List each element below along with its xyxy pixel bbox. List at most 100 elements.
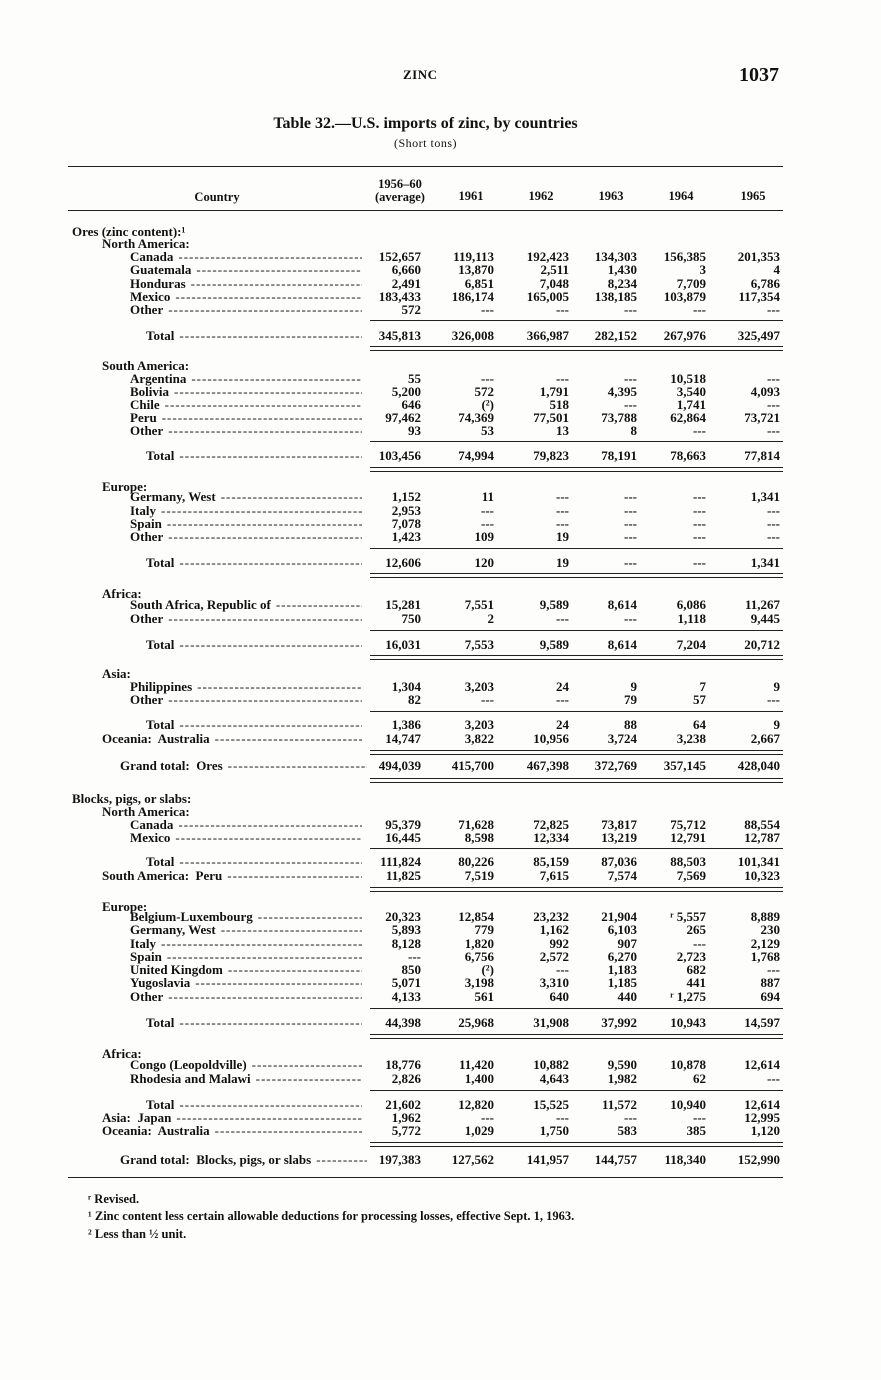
row-label: Other (130, 612, 164, 626)
row-label-cell: Europe: (102, 480, 502, 494)
double-rule (370, 655, 783, 656)
row-label: Total (146, 1098, 175, 1112)
value-cell: --- (556, 371, 569, 386)
value-cell: --- (693, 516, 706, 531)
value-cell: 192,423 (526, 249, 569, 264)
value-cell: 74,994 (458, 448, 494, 463)
value-cell: 183,433 (378, 289, 421, 304)
row-label: Yugoslavia (130, 976, 191, 990)
value-cell: --- (556, 962, 569, 977)
bottom-rule (68, 1177, 783, 1178)
value-cell: 682 (686, 962, 707, 977)
section-heading-row: Europe: (0, 900, 881, 914)
dot-leader: ----------------------------------------… (179, 329, 362, 343)
value-cell: 9,589 (539, 597, 569, 612)
value-cell: 8,234 (607, 276, 637, 291)
section-heading-row: Ores (zinc content):¹ (0, 225, 881, 239)
row-label-cell: Canada ----------------------------------… (130, 250, 362, 264)
column-header-year: 1963 (598, 189, 624, 203)
value-cell: 11,420 (458, 1057, 494, 1072)
row-label: North America: (102, 805, 190, 819)
value-cell: 415,700 (451, 758, 494, 773)
value-cell: 117,354 (738, 289, 780, 304)
value-cell: 428,040 (737, 758, 780, 773)
column-header-average-line2: (average) (375, 190, 425, 204)
total-row: Total-----------------------------------… (0, 556, 881, 570)
value-cell: --- (767, 692, 780, 707)
value-cell: 1,423 (391, 529, 421, 544)
table-row: Oceania: Australia ----------------------… (0, 1124, 881, 1138)
value-cell: 7 (699, 679, 707, 694)
row-label-cell: Rhodesia and Malawi ---------------------… (130, 1072, 362, 1086)
value-cell: 518 (549, 397, 570, 412)
row-label: Italy (130, 937, 156, 951)
value-cell: 9,589 (539, 637, 569, 652)
value-cell: 9,590 (607, 1057, 637, 1072)
value-cell: 1,982 (607, 1071, 637, 1086)
row-label: Oceania: Australia (102, 732, 210, 746)
value-cell: 62,864 (670, 410, 706, 425)
value-cell: --- (767, 1071, 780, 1086)
value-cell: 1,120 (750, 1123, 780, 1138)
value-cell: 10,518 (670, 371, 706, 386)
value-cell: 19 (556, 529, 569, 544)
row-label: Other (130, 424, 164, 438)
value-cell: 2,491 (391, 276, 421, 291)
double-rule (370, 350, 783, 351)
row-label-cell: Yugoslavia ------------------------------… (130, 976, 362, 990)
section-heading-row: Blocks, pigs, or slabs: (0, 792, 881, 806)
value-cell: 87,036 (601, 854, 637, 869)
dot-leader: ----------------------------------------… (195, 976, 362, 990)
value-cell: 88,554 (744, 817, 780, 832)
row-label-cell: Asia: Japan -----------------------------… (102, 1111, 362, 1125)
dot-leader: ----------------------------------------… (166, 950, 362, 964)
column-header-year: 1965 (740, 189, 766, 203)
value-cell: --- (556, 692, 569, 707)
row-label: Honduras (130, 277, 186, 291)
double-rule (370, 1142, 783, 1143)
row-label: Bolivia (130, 385, 170, 399)
value-cell: 15,525 (533, 1097, 569, 1112)
dot-leader: ----------------------------------------… (251, 1058, 362, 1072)
row-label: Europe: (102, 480, 148, 494)
value-cell: 78,663 (670, 448, 706, 463)
value-cell: 1,750 (539, 1123, 569, 1138)
row-label: Canada (130, 818, 174, 832)
value-cell: 2,826 (391, 1071, 421, 1086)
dot-leader: ----------------------------------------… (176, 1111, 362, 1125)
table-row: Other -----------------------------------… (0, 530, 881, 544)
value-cell: --- (556, 516, 569, 531)
row-label-cell: Honduras --------------------------------… (130, 277, 362, 291)
value-cell: 1,791 (539, 384, 569, 399)
value-cell: 13,219 (601, 830, 637, 845)
row-label-cell: United Kingdom --------------------------… (130, 963, 362, 977)
row-label: Other (130, 693, 164, 707)
value-cell: 119,113 (453, 249, 494, 264)
value-cell: 6,086 (676, 597, 706, 612)
row-label-cell: Italy -----------------------------------… (130, 937, 362, 951)
row-label-cell: Peru ------------------------------------… (130, 411, 362, 425)
row-label-cell: Africa: (102, 1047, 502, 1061)
value-cell: 357,145 (663, 758, 706, 773)
value-cell: 230 (760, 922, 781, 937)
dot-leader: ----------------------------------------… (220, 490, 362, 504)
dot-leader: ----------------------------------------… (168, 530, 362, 544)
table-row: Germany, West---------------------------… (0, 490, 881, 504)
value-cell: --- (693, 423, 706, 438)
dot-leader: ----------------------------------------… (175, 831, 362, 845)
table-row: Bolivia ---------------------------------… (0, 385, 881, 399)
value-cell: 9,445 (750, 611, 780, 626)
value-cell: 44,398 (385, 1015, 421, 1030)
value-cell: 12,995 (744, 1110, 780, 1125)
value-cell: 1,962 (391, 1110, 421, 1125)
row-label-cell: Spain -----------------------------------… (130, 950, 362, 964)
value-cell: --- (693, 555, 706, 570)
value-cell: 7,553 (464, 637, 494, 652)
value-cell: 55 (408, 371, 421, 386)
table-row: Canada ----------------------------------… (0, 250, 881, 264)
value-cell: 12,334 (533, 830, 569, 845)
value-cell: 23,232 (533, 909, 569, 924)
value-cell: 109 (474, 529, 495, 544)
value-cell: --- (767, 529, 780, 544)
value-cell: 1,386 (391, 717, 421, 732)
